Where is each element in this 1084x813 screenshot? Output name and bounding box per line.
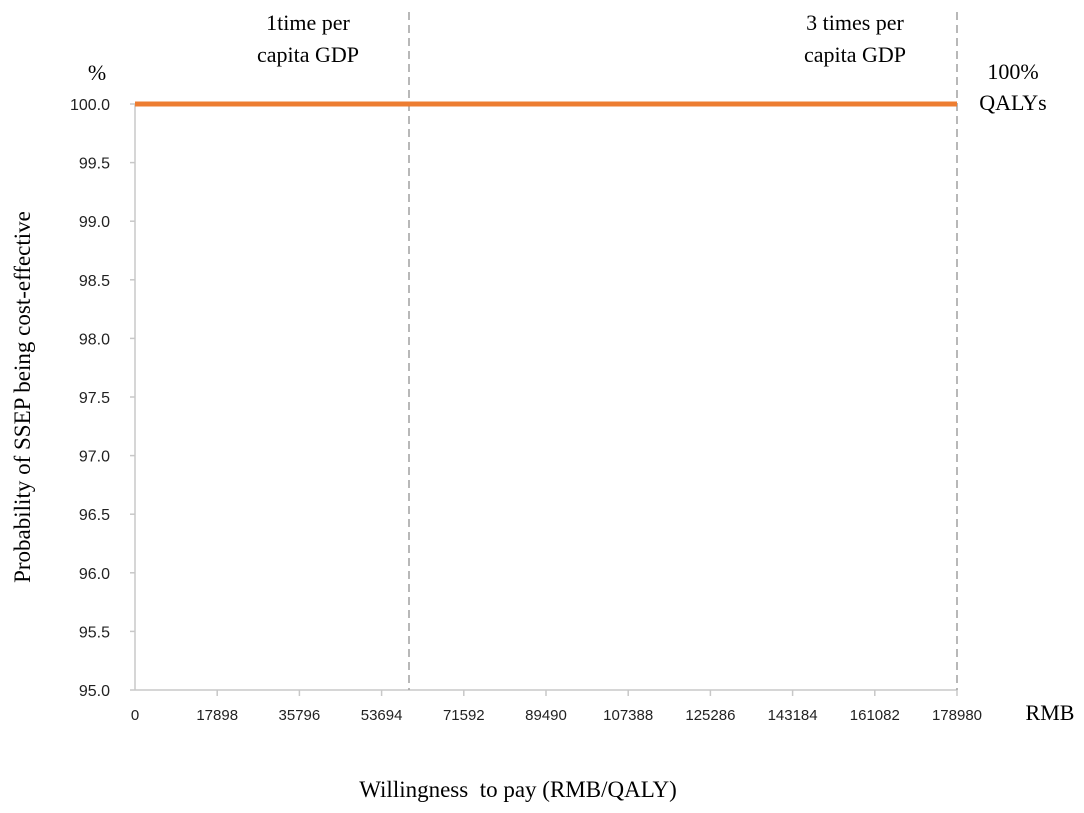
x-tick-label: 35796 (279, 707, 321, 724)
x-tick-label: 161082 (850, 707, 900, 724)
y-axis-title: Probability of SSEP being cost-effective (10, 211, 35, 583)
x-tick-label: 107388 (603, 707, 653, 724)
y-ticks: 95.0 95.5 96.0 96.5 97.0 97.5 98.0 98.5 99.0 99.5… (70, 97, 135, 700)
annotation-label: 100% (987, 59, 1038, 84)
x-tick-label: 143184 (768, 707, 818, 724)
reference-line-label: 1time per (266, 10, 350, 35)
reference-line-label: capita GDP (257, 42, 359, 67)
x-axis-title: Willingness to pay (RMB/QALY) (359, 777, 676, 802)
annotations: 100% QALYs (979, 59, 1046, 115)
reference-lines: 1time per capita GDP 3 times per capita GDP (257, 10, 958, 690)
y-tick-label: 95.0 (79, 683, 110, 700)
x-tick-label: 17898 (196, 707, 238, 724)
y-tick-label: 97.0 (79, 449, 110, 466)
y-tick-label: 96.0 (79, 566, 110, 583)
y-tick-label: 98.5 (79, 273, 110, 290)
reference-line-label: capita GDP (804, 42, 906, 67)
y-tick-label: 97.5 (79, 390, 110, 407)
x-tick-label: 53694 (361, 707, 403, 724)
x-tick-label: 89490 (525, 707, 567, 724)
y-tick-label: 96.5 (79, 507, 110, 524)
x-ticks: 0 17898 35796 53694 71592 89490 107388 125286 14… (131, 690, 982, 724)
x-tick-label: 178980 (932, 707, 982, 724)
reference-line-label: 3 times per (806, 10, 904, 35)
y-tick-label: 98.0 (79, 331, 110, 348)
axes (134, 104, 957, 691)
y-unit-label: % (88, 60, 106, 85)
x-tick-label: 0 (131, 707, 139, 724)
x-tick-label: 125286 (685, 707, 735, 724)
y-tick-label: 99.0 (79, 214, 110, 231)
annotation-label: QALYs (979, 90, 1046, 115)
x-unit-label: RMB (1026, 700, 1075, 725)
x-tick-label: 71592 (443, 707, 485, 724)
y-tick-label: 95.5 (79, 624, 110, 641)
y-tick-label: 99.5 (79, 156, 110, 173)
y-tick-label: 100.0 (70, 97, 110, 114)
